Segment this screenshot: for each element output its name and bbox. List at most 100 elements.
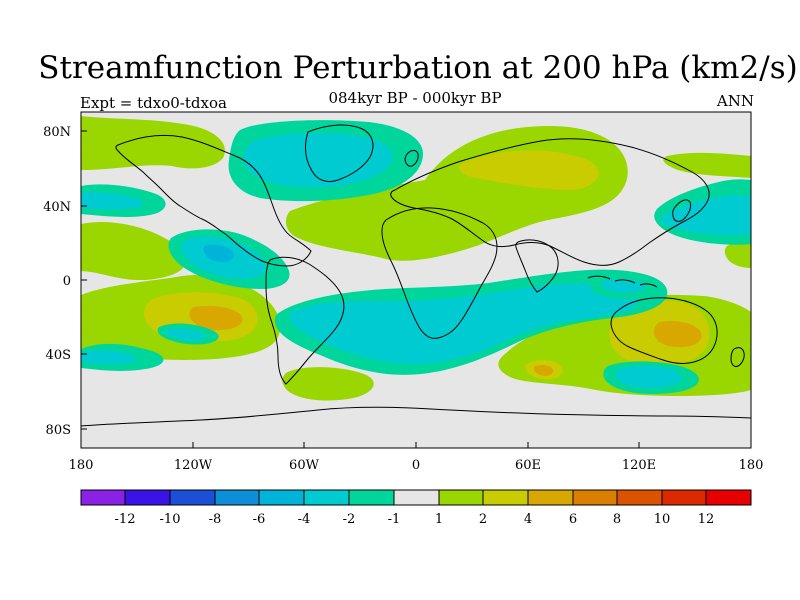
indonesia-coast — [587, 275, 658, 288]
season-label: ANN — [716, 92, 754, 110]
antarctica-coast — [81, 406, 751, 427]
colorbar-label: 1 — [435, 512, 443, 527]
colorbar-segment — [80, 489, 126, 506]
colorbar-segment — [169, 489, 216, 506]
x-label-180-east: 180 — [739, 458, 764, 473]
longitude-ticks — [80, 442, 752, 448]
negative-contour-south-pacific-west-inner — [81, 350, 137, 365]
negative-contour-pacific-mid-inner — [81, 192, 143, 210]
negative-contour-north-america-inner — [243, 133, 393, 188]
negative-contour-southern-ocean-west — [157, 323, 219, 345]
y-label-0: 0 — [63, 274, 71, 289]
main-title: Streamfunction Perturbation at 200 hPa (… — [38, 50, 798, 86]
negative-contour-southern-ocean-west-inner — [166, 328, 206, 341]
uk-coast — [404, 150, 419, 167]
colorbar-segment — [572, 489, 618, 506]
japan-coast — [672, 199, 692, 222]
positive-contour-southern-indian — [498, 294, 751, 396]
colorbar-segment — [348, 489, 395, 506]
negative-contour-central-america — [168, 229, 290, 289]
colorbar-label: 8 — [613, 512, 621, 527]
colorbar-label: -4 — [298, 512, 311, 527]
colorbar-segment — [303, 489, 350, 506]
colorbar-label: -8 — [209, 512, 222, 527]
colorbar-label: -2 — [343, 512, 356, 527]
colorbar — [80, 489, 752, 506]
positive-contour-north-pacific — [81, 116, 225, 170]
negative-contour-south-pacific-west — [81, 343, 164, 371]
australia-coast — [610, 297, 718, 364]
positive-contour-southern-ocean-orange — [534, 364, 554, 376]
colorbar-label: -6 — [253, 512, 266, 527]
positive-contour-southern-ocean-yellow — [524, 360, 563, 380]
colorbar-segment — [616, 489, 663, 506]
colorbar-label: 10 — [654, 512, 671, 527]
colorbar-label: -12 — [115, 512, 136, 527]
positive-contour-south-pacific-orange — [189, 305, 243, 331]
colorbar-label: 4 — [524, 512, 532, 527]
negative-contour-southern-ocean-east-inner — [615, 366, 682, 388]
negative-contour-southern-ocean-east — [603, 361, 699, 394]
new-zealand-coast — [730, 347, 745, 367]
negative-contour-south-tropical-band — [274, 269, 668, 375]
x-label-60w: 60W — [289, 458, 320, 473]
north-america-coast — [115, 134, 312, 267]
colorbar-label: -10 — [160, 512, 181, 527]
colorbar-segment — [214, 489, 260, 506]
colorbar-segment — [258, 489, 305, 506]
positive-contour-east-asia — [663, 152, 751, 178]
y-label-40s: 40S — [46, 348, 71, 363]
coastlines — [81, 124, 751, 427]
colorbar-segment — [527, 489, 574, 506]
negative-contour-south-tropical-inner — [289, 283, 639, 364]
positive-contour-asia-core — [458, 150, 599, 190]
colorbar-labels: -12 -10 -8 -6 -4 -2 -1 1 2 4 6 8 10 12 — [115, 512, 715, 527]
contour-layer — [81, 112, 751, 448]
x-label-60e: 60E — [515, 458, 541, 473]
greenland-coast — [304, 124, 374, 183]
positive-contour-south-pacific — [81, 274, 281, 360]
experiment-label: Expt = tdxo0-tdxoa — [80, 94, 227, 112]
positive-contour-australia-yellow — [609, 300, 710, 366]
colorbar-label: 6 — [569, 512, 577, 527]
latitude-ticks — [81, 130, 87, 430]
positive-contour-south-atlantic — [282, 367, 374, 401]
latitude-labels: 80N 40N 0 40S 80S — [43, 125, 71, 438]
y-label-80s: 80S — [46, 423, 71, 438]
positive-contour-australia-orange — [654, 321, 702, 348]
colorbar-segment — [124, 489, 171, 506]
negative-contour-north-pacific-east — [654, 179, 751, 245]
negative-contour-north-pacific-east-inner — [660, 195, 751, 235]
negative-contour-central-america-core — [203, 244, 234, 263]
eurasia-coast — [390, 138, 710, 266]
y-label-80n: 80N — [43, 125, 71, 140]
x-label-120e: 120E — [622, 458, 656, 473]
colorbar-segment — [438, 489, 484, 506]
positive-contour-west-pacific-small — [724, 240, 751, 268]
map-background — [81, 112, 751, 448]
x-label-0: 0 — [412, 458, 420, 473]
colorbar-label: 12 — [698, 512, 715, 527]
subtitle: 084kyr BP - 000kyr BP — [328, 89, 502, 107]
longitude-labels: 180 120W 60W 0 60E 120E 180 — [69, 458, 764, 473]
positive-contour-south-pacific-yellow — [143, 292, 258, 342]
negative-contour-pacific-mid — [81, 184, 166, 217]
positive-contour-east-pacific — [81, 222, 186, 281]
x-label-120w: 120W — [174, 458, 213, 473]
negative-contour-maritime-inner — [601, 279, 646, 294]
india-coast — [515, 239, 559, 293]
negative-contour-central-america-inner — [181, 236, 266, 280]
negative-contour-north-america — [228, 120, 424, 202]
colorbar-label: -1 — [388, 512, 401, 527]
colorbar-segment — [393, 489, 440, 506]
y-label-40n: 40N — [43, 200, 71, 215]
colorbar-segment — [705, 489, 752, 506]
colorbar-segment — [482, 489, 529, 506]
south-america-coast — [265, 256, 345, 385]
negative-contour-maritime — [589, 273, 661, 300]
colorbar-label: 2 — [479, 512, 487, 527]
x-label-180-west: 180 — [69, 458, 94, 473]
colorbar-segment — [661, 489, 707, 506]
map-frame — [80, 111, 752, 449]
africa-coast — [381, 207, 498, 339]
